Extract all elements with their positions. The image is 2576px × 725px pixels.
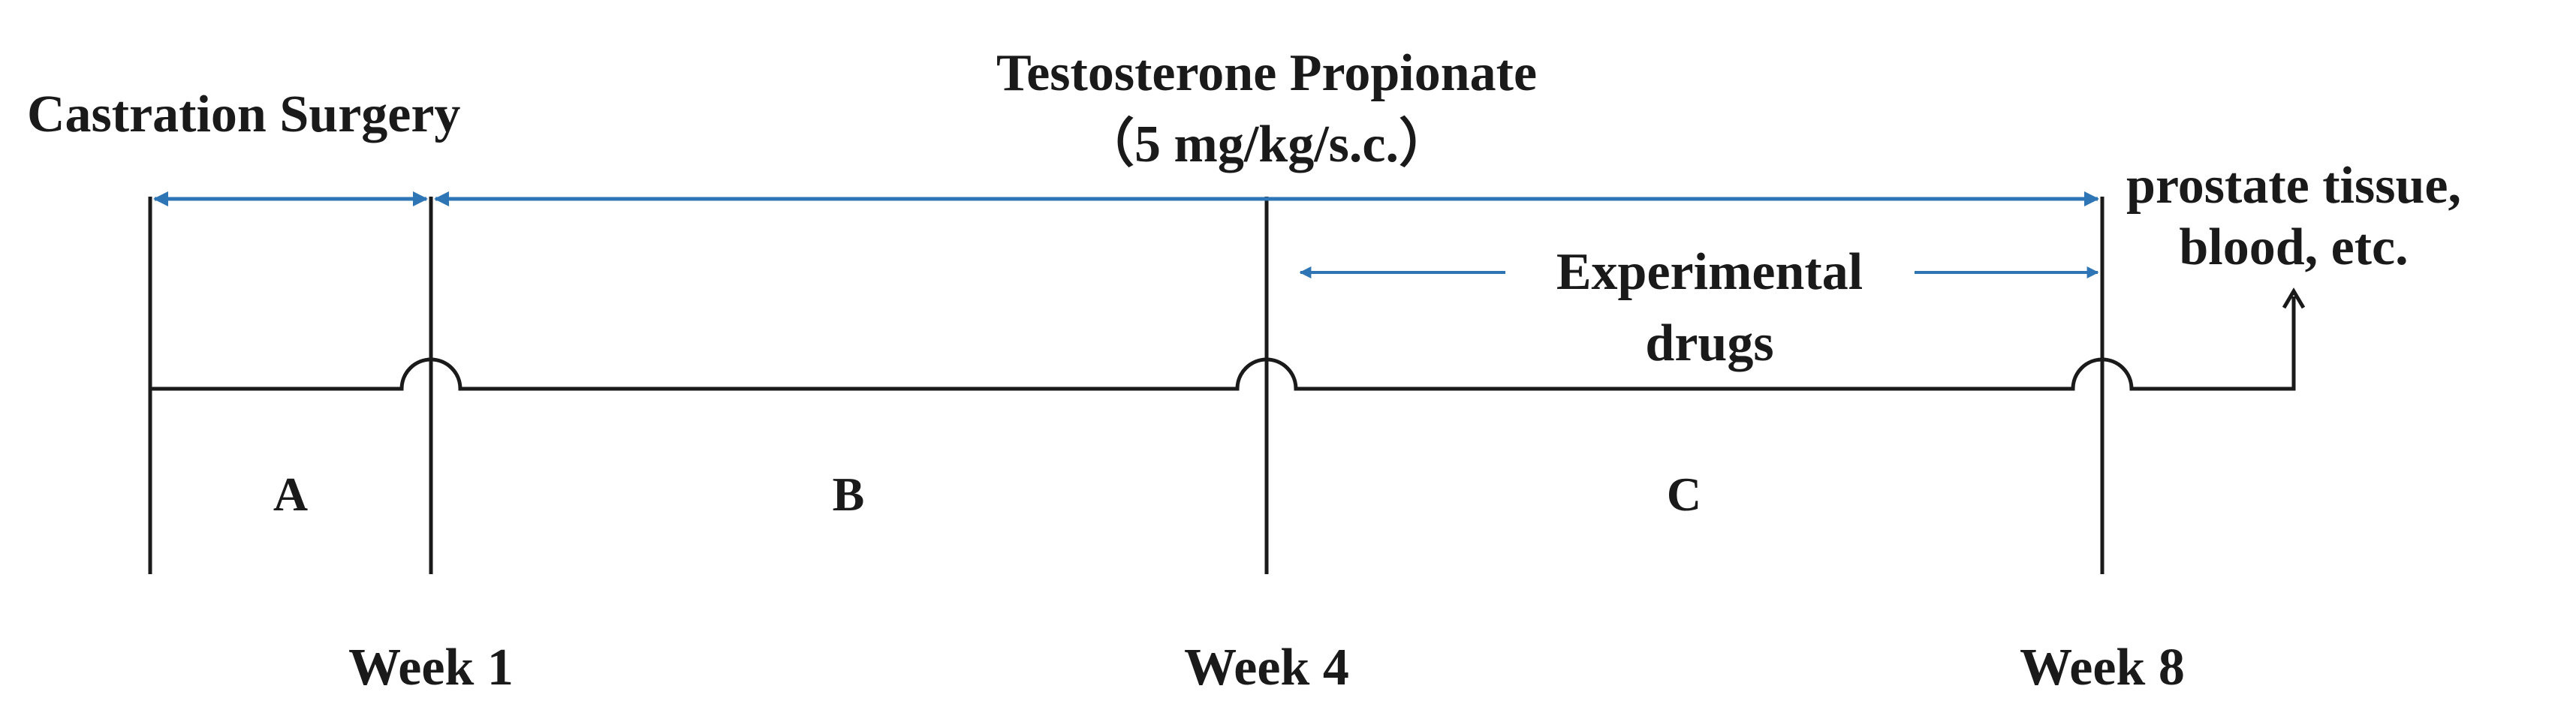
testosterone-dose-label: （5 mg/kg/s.c.） <box>1082 115 1451 173</box>
testosterone-title-label: Testosterone Propionate <box>996 44 1537 102</box>
outcome-label-line1: prostate tissue, <box>2126 157 2461 215</box>
week-1-label: Week 1 <box>348 639 514 696</box>
phase-c-label: C <box>1667 468 1701 521</box>
castration-surgery-label: Castration Surgery <box>27 86 460 143</box>
outcome-label-line2: blood, etc. <box>2179 218 2408 276</box>
phase-b-label: B <box>833 468 865 521</box>
week-8-label: Week 8 <box>2020 639 2185 696</box>
outcome-arrow-head <box>2282 287 2306 309</box>
experimental-label-line1: Experimental <box>1556 243 1863 301</box>
experimental-label-line2: drugs <box>1645 314 1773 372</box>
week-4-label: Week 4 <box>1184 639 1349 696</box>
phase-a-label: A <box>273 468 308 521</box>
timeline-axis <box>150 296 2296 391</box>
